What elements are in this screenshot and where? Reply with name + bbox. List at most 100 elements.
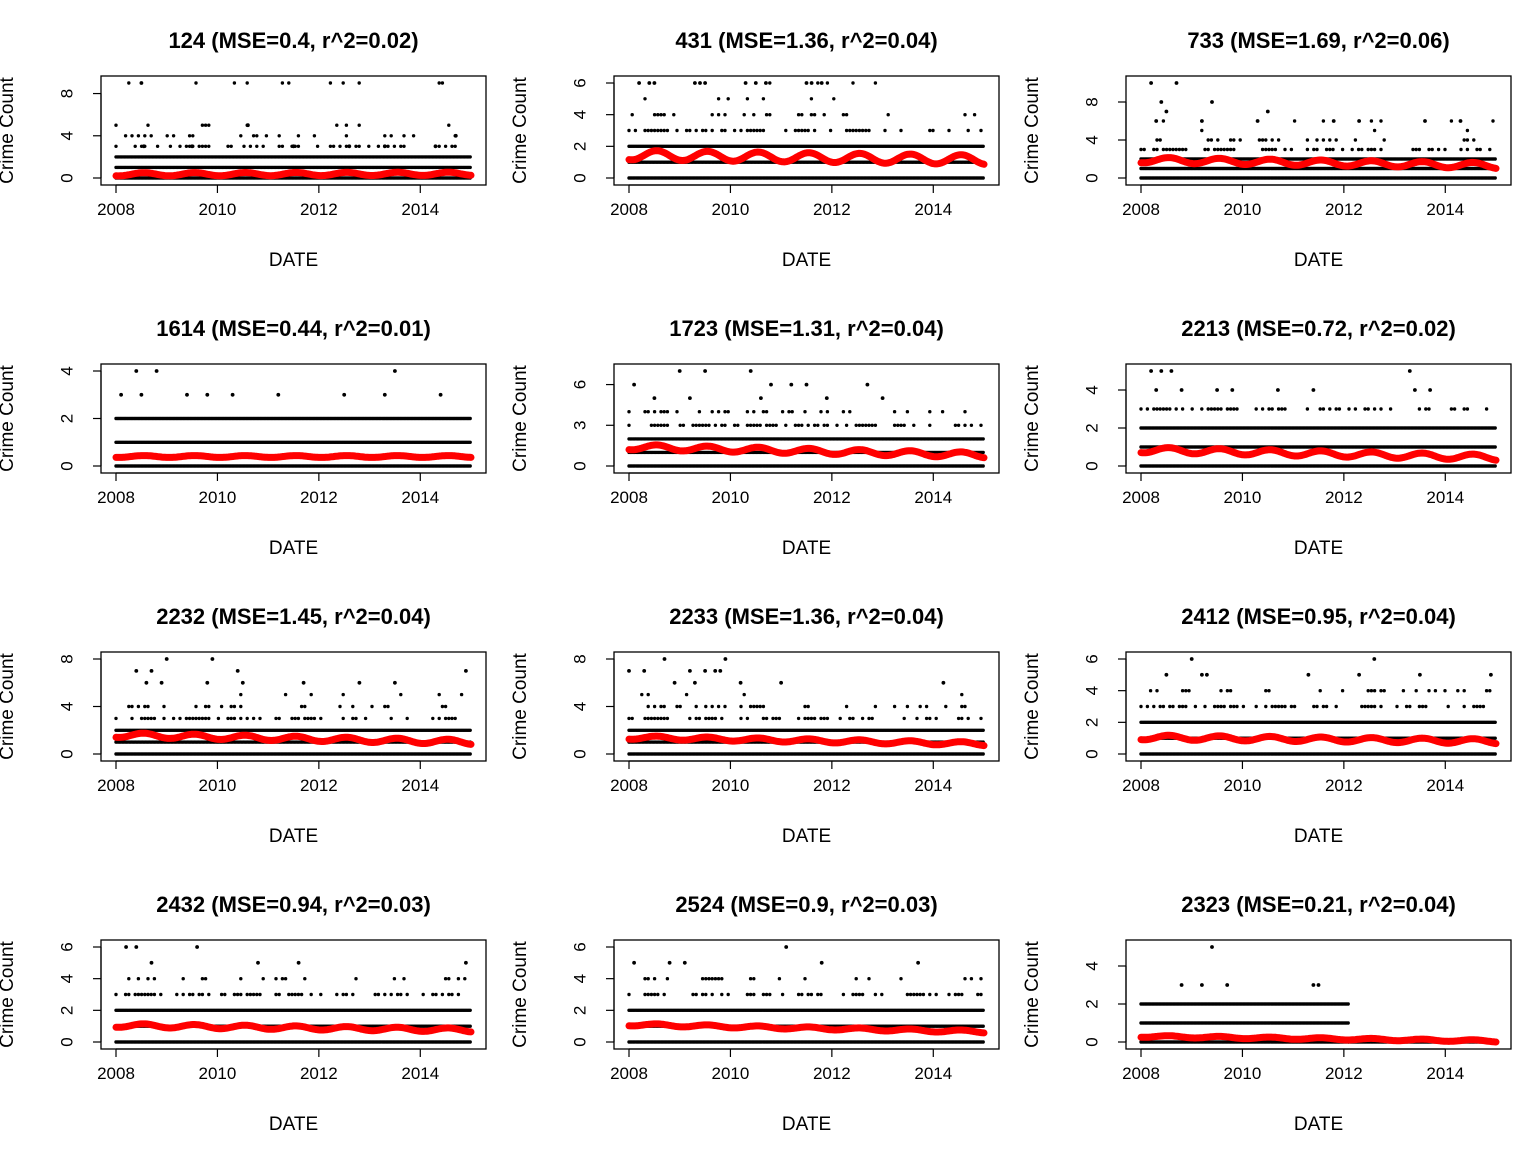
data-point (245, 81, 249, 85)
data-point (1177, 147, 1182, 152)
data-point (873, 81, 878, 85)
y-tick-label: 6 (571, 380, 590, 389)
data-point (114, 144, 118, 148)
data-point (627, 423, 631, 427)
data-point (723, 113, 727, 117)
data-point (1379, 119, 1383, 123)
outlier-point (1357, 119, 1361, 123)
data-point (707, 423, 711, 427)
data-point (828, 128, 833, 133)
x-tick-label: 2008 (610, 200, 648, 219)
data-point (656, 423, 660, 427)
panel-4: 1723 (MSE=1.31, r^2=0.04)2008 2010 2012 201… (510, 316, 1000, 559)
data-point (812, 128, 817, 133)
data-point (643, 97, 647, 101)
data-point (825, 410, 830, 414)
y-tick-label: 0 (571, 461, 590, 470)
data-point (248, 144, 253, 148)
data-point (659, 410, 663, 414)
data-point (1417, 147, 1422, 152)
data-point (1465, 147, 1470, 152)
data-point (226, 144, 230, 148)
data-point (1267, 147, 1271, 152)
outlier-point (347, 144, 352, 149)
data-point (928, 128, 932, 133)
outlier-point (139, 392, 144, 397)
outlier-point (652, 396, 657, 400)
data-point (450, 144, 454, 148)
y-tick-label: 4 (1083, 385, 1102, 394)
x-tick-label: 2012 (813, 200, 851, 219)
outlier-point (433, 144, 438, 149)
y-tick-label: 2 (58, 414, 77, 423)
x-tick-label: 2010 (199, 488, 237, 507)
data-point (127, 81, 131, 85)
data-point (315, 144, 320, 148)
panel-title: 1614 (MSE=0.44, r^2=0.01) (156, 316, 431, 341)
data-point (771, 423, 775, 427)
data-point (1379, 147, 1383, 152)
data-point (1493, 157, 1497, 161)
data-point (1465, 138, 1470, 142)
data-point (1264, 147, 1268, 152)
data-point (1264, 138, 1268, 142)
data-point (825, 81, 830, 85)
scatter-points (114, 81, 472, 180)
x-tick-label: 2008 (97, 200, 135, 219)
data-point (1459, 147, 1463, 152)
data-point (277, 144, 281, 148)
data-point (411, 134, 416, 138)
data-point (979, 423, 983, 427)
data-point (796, 423, 801, 427)
data-point (239, 134, 243, 138)
data-point (1334, 138, 1338, 142)
data-point (402, 144, 406, 148)
data-point (1491, 119, 1495, 123)
data-point (1164, 147, 1169, 152)
x-tick-label: 2010 (1224, 200, 1262, 219)
data-point (1289, 147, 1294, 152)
data-point (720, 128, 724, 133)
y-tick-label: 2 (571, 142, 590, 151)
data-point (947, 128, 951, 133)
data-point (752, 113, 756, 117)
y-tick-label: 4 (58, 366, 77, 375)
data-point (191, 134, 195, 138)
data-point (1478, 147, 1482, 152)
outlier-point (743, 81, 748, 85)
data-point (165, 134, 169, 138)
data-point (963, 410, 967, 414)
outlier-point (809, 81, 814, 85)
data-point (1139, 147, 1143, 152)
data-point (627, 410, 631, 414)
panel-title: 2213 (MSE=0.72, r^2=0.02) (1181, 316, 1456, 341)
data-point (844, 128, 849, 133)
data-point (883, 128, 887, 133)
panel-title: 733 (MSE=1.69, r^2=0.06) (1187, 28, 1449, 53)
data-point (697, 423, 702, 427)
data-point (752, 423, 756, 427)
outlier-point (1255, 119, 1260, 123)
data-point (981, 450, 985, 455)
data-point (1372, 147, 1377, 152)
data-point (1493, 464, 1497, 468)
data-point (867, 423, 871, 427)
data-point (168, 144, 173, 148)
data-point (981, 176, 985, 180)
data-point (928, 423, 932, 427)
data-point (867, 128, 871, 133)
data-point (1382, 138, 1386, 142)
x-tick-label: 2010 (712, 200, 750, 219)
data-point (860, 128, 865, 133)
data-point (803, 128, 807, 133)
y-tick-label: 8 (1083, 97, 1102, 106)
outlier-point (119, 392, 123, 397)
data-point (665, 423, 670, 427)
x-tick-label: 2012 (300, 200, 338, 219)
data-point (851, 81, 855, 85)
data-point (672, 113, 676, 117)
data-point (758, 128, 762, 133)
x-tick-label: 2012 (1325, 488, 1363, 507)
outlier-point (647, 81, 652, 85)
data-point (440, 81, 445, 85)
